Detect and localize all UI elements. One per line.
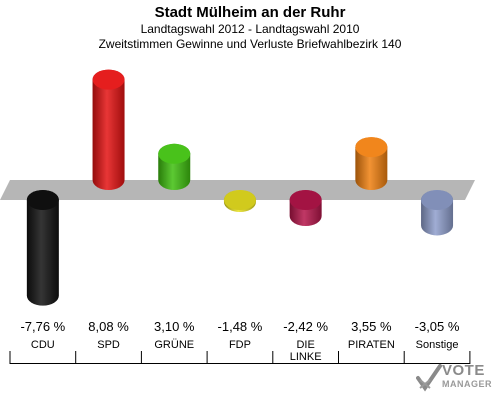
bar-gr-ne — [158, 143, 191, 190]
category-label-cdu: CDU — [31, 339, 55, 351]
bars-group — [26, 69, 454, 306]
category-label-die-linke-1: DIE — [296, 339, 314, 351]
chart-subtitle-2: Zweitstimmen Gewinne und Verluste Briefw… — [98, 37, 402, 51]
value-label-die-linke: -2,42 % — [283, 319, 328, 334]
brand-vote: VOTE — [442, 362, 485, 379]
value-label-sonstige: -3,05 % — [415, 319, 460, 334]
value-label-spd: 8,08 % — [88, 319, 129, 334]
bar-body-spd — [92, 69, 125, 190]
bar-sonstige — [421, 190, 454, 236]
value-label-piraten: 3,55 % — [351, 319, 392, 334]
bar-cap-cdu — [26, 190, 59, 210]
chart-header: Stadt Mülheim an der Ruhr Landtagswahl 2… — [0, 4, 500, 52]
value-label-gr-ne: 3,10 % — [154, 319, 195, 334]
category-label-piraten: PIRATEN — [348, 339, 395, 351]
bar-cap-sonstige — [421, 190, 454, 210]
bar-cap-spd — [92, 69, 125, 90]
bar-body-cdu — [26, 190, 59, 306]
category-label-fdp: FDP — [229, 339, 251, 351]
bar-die-linke — [289, 190, 322, 227]
bar-piraten — [355, 137, 388, 190]
value-label-fdp: -1,48 % — [218, 319, 263, 334]
bar-fdp — [223, 190, 256, 213]
value-labels-group: -7,76 % 8,08 % 3,10 % -1,48 % -2,42 % 3,55 % -… — [20, 319, 459, 334]
category-label-sonstige: Sonstige — [416, 339, 459, 351]
chart-subtitle-1: Landtagswahl 2012 - Landtagswahl 2010 — [140, 22, 360, 36]
category-label-die-linke-2: LINKE — [290, 351, 322, 363]
category-label-spd: SPD — [97, 339, 120, 351]
bar-cap-die-linke — [289, 190, 322, 210]
chart-title: Stadt Mülheim an der Ruhr — [154, 4, 346, 21]
category-label-gr-ne: GRÜNE — [154, 339, 194, 351]
bar-cap-piraten — [355, 137, 388, 158]
checkmark-icon — [416, 364, 442, 392]
bar-cap-gr-ne — [158, 143, 191, 164]
vote-manager-logo: VOTE MANAGER — [416, 360, 494, 396]
brand-manager: MANAGER — [442, 379, 492, 389]
value-label-cdu: -7,76 % — [20, 319, 65, 334]
bar-cap-fdp — [223, 190, 256, 210]
bar-spd — [92, 69, 125, 190]
bar-cdu — [26, 190, 59, 306]
